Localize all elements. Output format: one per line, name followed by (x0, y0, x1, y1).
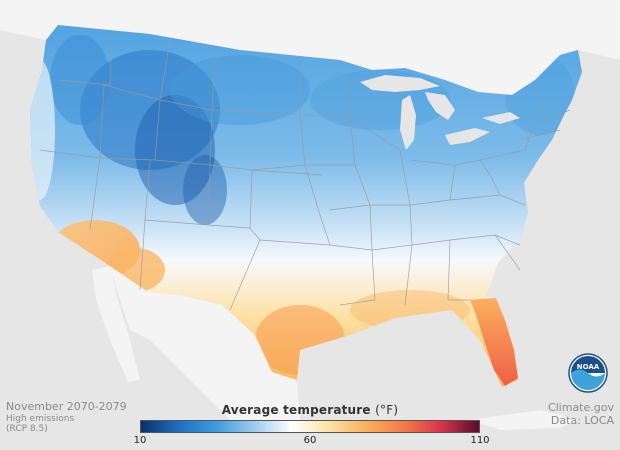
scenario-line-2: (RCP 8.5) (6, 423, 48, 434)
scenario-line-1: High emissions (6, 413, 75, 424)
mexico-landmass (110, 266, 300, 420)
legend: Average temperature (°F) 10 60 110 (134, 403, 490, 447)
tick-mid: 60 (303, 435, 317, 446)
map-caption: November 2070-2079 High emissions (RCP 8… (6, 400, 127, 434)
source-data: Data: LOCA (550, 414, 614, 428)
source-credit: Climate.gov Data: LOCA (548, 401, 614, 427)
great-lakes (360, 75, 520, 150)
period-label: November 2070-2079 (6, 400, 127, 413)
source-org: Climate.gov (547, 401, 614, 414)
legend-title: Average temperature (°F) (140, 403, 480, 417)
logo-text: NOAA (577, 363, 600, 371)
tick-max: 110 (470, 435, 490, 446)
canada-landmass (0, 0, 620, 95)
colorbar (140, 420, 480, 433)
legend-unit: (°F) (375, 403, 399, 417)
florida-peninsula (470, 298, 518, 386)
state-borders (39, 39, 571, 311)
colorbar-ticks: 10 60 110 (134, 433, 490, 447)
baja-peninsula (92, 266, 140, 382)
tick-min: 10 (133, 435, 147, 446)
noaa-logo: NOAA (568, 353, 608, 393)
cuba-landmass (470, 410, 580, 430)
legend-title-text: Average temperature (221, 403, 371, 417)
